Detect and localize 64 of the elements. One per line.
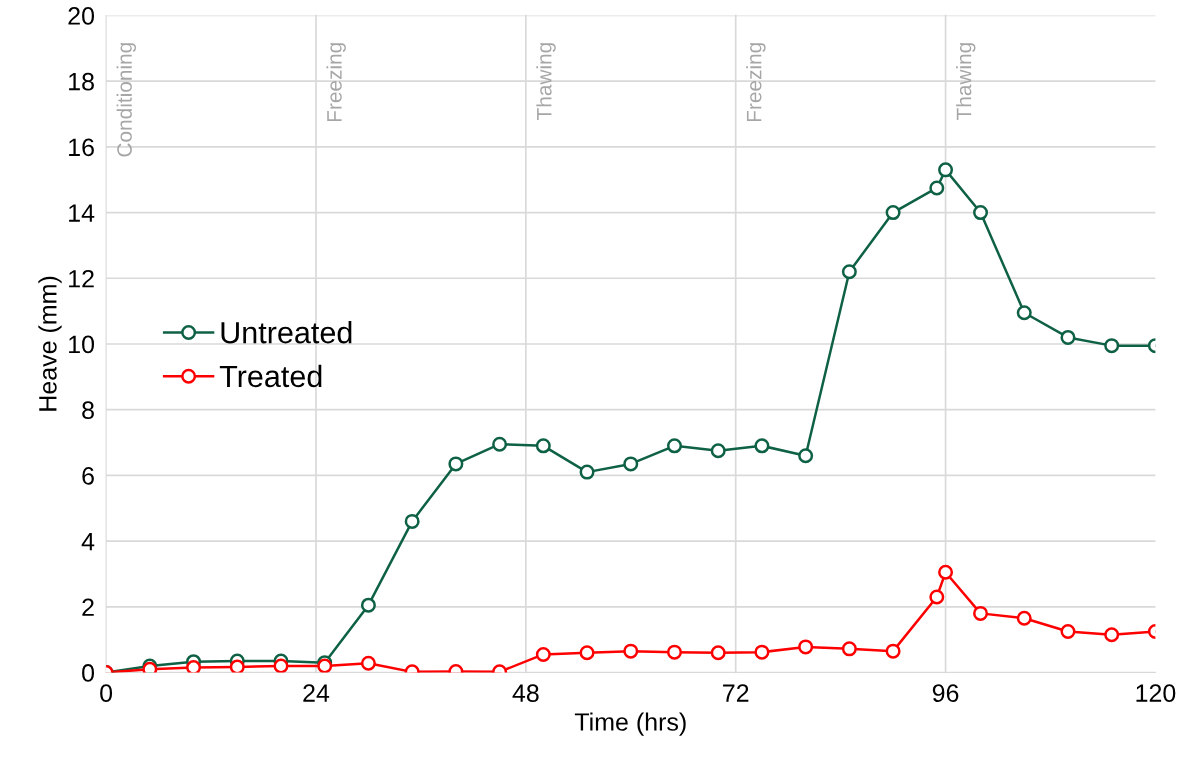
y-tick-label: 20 <box>68 7 95 25</box>
point <box>1016 610 1032 626</box>
point <box>938 162 954 178</box>
point <box>798 448 814 464</box>
point <box>579 464 595 480</box>
legend-label: Treated <box>219 364 322 388</box>
point <box>929 180 945 196</box>
y-axis-title: Heave (mm) <box>38 276 62 411</box>
point <box>535 646 551 662</box>
point <box>666 438 682 454</box>
point <box>798 639 814 655</box>
x-tick-label: 0 <box>100 684 113 702</box>
point <box>1060 623 1076 639</box>
point <box>229 659 245 673</box>
legend-label: Untreated <box>221 321 352 344</box>
y-tick-label: 8 <box>82 401 94 419</box>
point <box>404 513 420 529</box>
ref-line-label: Freezing <box>746 43 766 122</box>
point <box>885 205 901 221</box>
point <box>754 644 770 660</box>
x-tick-label: 72 <box>723 684 749 702</box>
point <box>754 438 770 454</box>
x-axis-title: Time (hrs) <box>574 712 686 736</box>
point <box>623 456 639 472</box>
point <box>1104 627 1120 643</box>
point <box>938 564 954 580</box>
point <box>273 658 289 673</box>
point <box>973 205 989 221</box>
point <box>973 605 989 621</box>
point <box>360 597 376 613</box>
x-tick-label: 96 <box>932 684 959 702</box>
y-tick-label: 14 <box>69 204 95 222</box>
point <box>1104 338 1120 354</box>
point <box>710 645 726 661</box>
point <box>535 438 551 454</box>
point <box>1016 305 1032 321</box>
y-tick-label: 16 <box>69 138 94 157</box>
y-tick-label: 2 <box>82 598 94 616</box>
point <box>623 643 639 659</box>
ref-line-label: Thawing <box>536 43 556 121</box>
x-tick-label: 48 <box>512 684 539 702</box>
point <box>360 655 376 671</box>
ref-line-label: Freezing <box>326 43 346 122</box>
point <box>186 660 202 673</box>
y-tick-label: 18 <box>69 72 94 91</box>
annotation: Conditioning <box>116 43 137 157</box>
point <box>841 641 857 657</box>
y-tick-label: 4 <box>81 532 95 551</box>
x-tick-label: 24 <box>303 684 330 702</box>
y-tick-label: 0 <box>82 664 95 682</box>
point <box>579 645 595 661</box>
point <box>666 644 682 660</box>
point <box>885 643 901 659</box>
y-tick-label: 6 <box>82 467 94 485</box>
x-tick-label: 120 <box>1136 684 1176 702</box>
point <box>448 456 464 472</box>
point <box>1060 329 1076 345</box>
ref-line-label: Thawing <box>956 43 976 121</box>
point <box>492 436 508 452</box>
point <box>841 264 857 280</box>
y-tick-label: 10 <box>69 335 95 354</box>
y-tick-label: 12 <box>69 269 94 288</box>
point <box>929 589 945 605</box>
point <box>710 443 726 459</box>
